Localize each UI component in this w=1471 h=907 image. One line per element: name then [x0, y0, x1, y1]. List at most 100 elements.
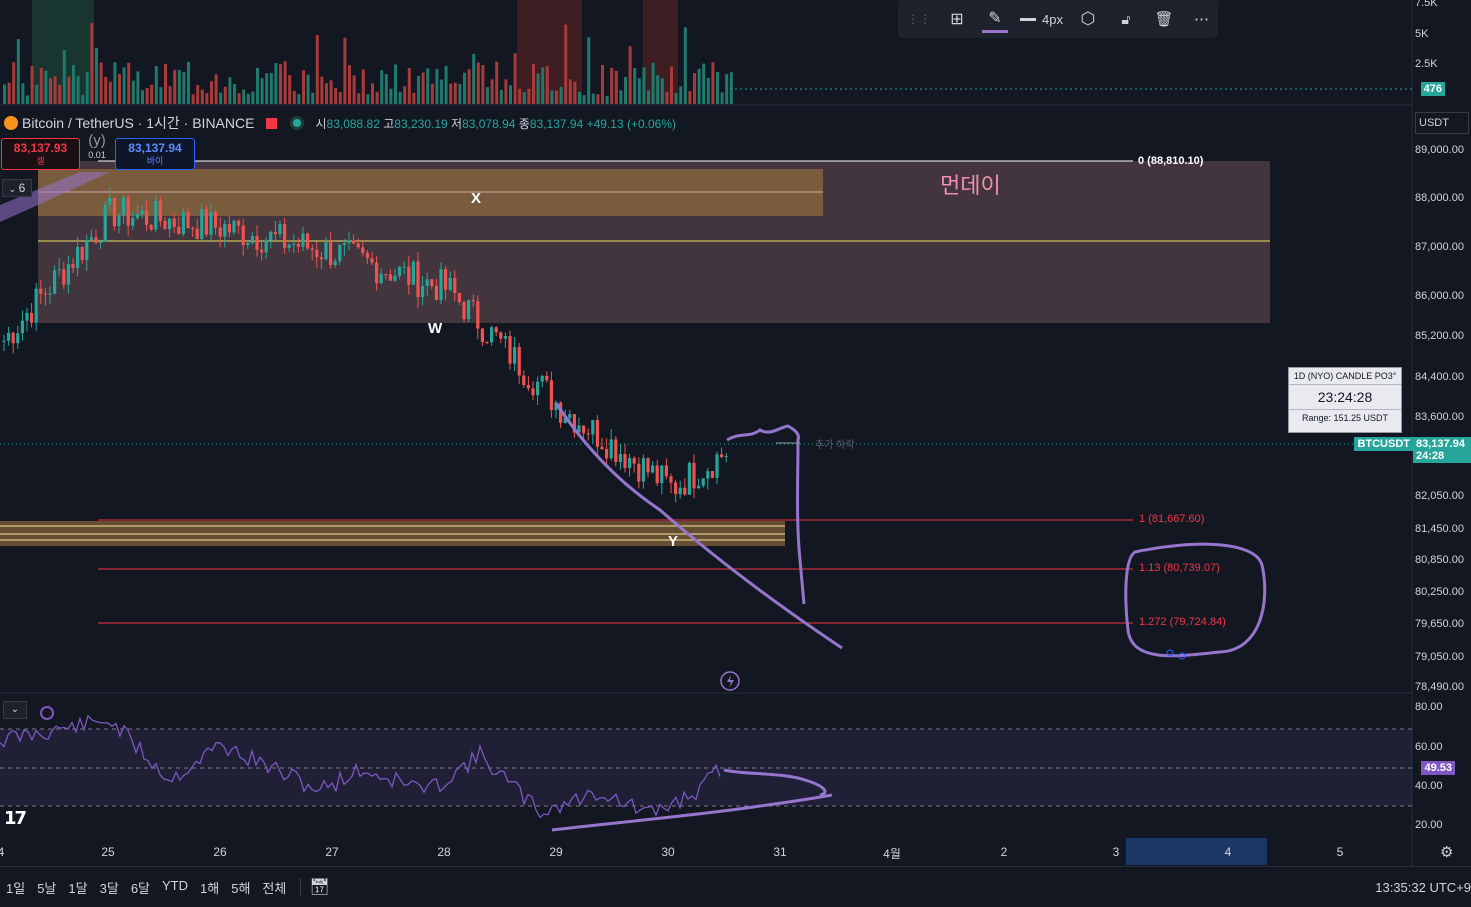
- candle-body: [80, 246, 84, 260]
- candle-body: [66, 264, 70, 285]
- candle-body: [264, 240, 268, 253]
- candle-body: [62, 269, 66, 285]
- spread-label: (y): [88, 132, 106, 149]
- candle-body: [227, 224, 231, 233]
- settings-hex-icon[interactable]: ⬡: [1080, 9, 1096, 28]
- candle-body: [586, 433, 590, 435]
- volume-bar: [555, 90, 558, 104]
- volume-bar: [582, 95, 586, 104]
- timeframe-button[interactable]: 5날: [37, 880, 57, 896]
- volume-bar: [637, 78, 641, 104]
- clock-label[interactable]: 13:35:32 UTC+9: [1375, 879, 1471, 895]
- line-style-icon: [1020, 17, 1036, 21]
- volume-bar: [274, 63, 278, 104]
- candle-body: [499, 332, 503, 339]
- flag-icon[interactable]: [266, 117, 278, 129]
- volume-bar: [380, 70, 384, 104]
- volume-bar: [49, 78, 52, 104]
- volume-bar: [499, 89, 503, 104]
- volume-bars: [3, 23, 733, 104]
- volume-bar: [697, 68, 701, 104]
- candle-body: [191, 228, 195, 230]
- volume-bar: [518, 88, 522, 104]
- candle-body: [508, 335, 512, 364]
- candle-body: [53, 270, 57, 294]
- candle-body: [370, 258, 374, 263]
- axis-settings-gear-icon[interactable]: ⚙: [1440, 844, 1454, 861]
- add-object-icon[interactable]: ⊞: [950, 11, 964, 28]
- currency-selector[interactable]: USDT: [1415, 112, 1469, 134]
- volume-bar: [642, 67, 646, 104]
- volume-bar: [256, 67, 259, 104]
- volume-bar: [191, 94, 195, 104]
- candle-body: [232, 220, 236, 233]
- price-axis-label: 84,400.00: [1415, 371, 1464, 383]
- tradingview-logo-icon[interactable]: 𝟭𝟳: [4, 808, 27, 828]
- price-axis-label: 79,050.00: [1415, 651, 1464, 663]
- candle-body: [39, 288, 43, 294]
- candle-body: [453, 277, 457, 293]
- sell-button[interactable]: 83,137.93 셀: [1, 138, 80, 170]
- candle-body: [361, 247, 365, 253]
- timeframe-button[interactable]: 1해: [200, 880, 220, 896]
- timeframe-button[interactable]: 6달: [130, 880, 151, 896]
- volume-bar: [39, 67, 43, 104]
- symbol-legend[interactable]: Bitcoin / TetherUS · 1시간 · BINANCE 시83,0…: [0, 113, 676, 133]
- candle-body: [172, 218, 176, 227]
- volume-bar: [716, 71, 719, 104]
- trash-icon[interactable]: 🗑︎: [1154, 11, 1174, 28]
- volume-bar: [430, 83, 434, 104]
- time-axis-label: 27: [325, 845, 339, 859]
- volume-bar: [242, 89, 246, 104]
- timeframe-button[interactable]: 전체: [262, 880, 287, 896]
- buy-button[interactable]: 83,137.94 바이: [115, 138, 195, 170]
- timeframe-button[interactable]: 1달: [68, 880, 88, 896]
- volume-bar: [711, 62, 715, 104]
- pencil-icon[interactable]: ✎: [982, 5, 1008, 33]
- candle-body: [292, 243, 296, 245]
- more-icon[interactable]: ⋯: [1193, 11, 1210, 28]
- timeframe-button[interactable]: 5해: [231, 880, 251, 896]
- volume-bar: [246, 93, 250, 104]
- volume-bar: [729, 72, 733, 104]
- volume-bar: [214, 74, 218, 104]
- candle-body: [388, 274, 392, 281]
- candle-body: [724, 456, 728, 458]
- candle-body: [324, 242, 328, 260]
- candle-body: [154, 200, 158, 230]
- rsi-indicator-icon[interactable]: [40, 706, 54, 720]
- candle-body: [117, 215, 121, 227]
- timeframe-button[interactable]: 3달: [99, 880, 119, 896]
- fib-level-1-272: 1.272 (79,724.84): [1139, 616, 1226, 628]
- lock-icon[interactable]: 🔓︎: [1121, 10, 1131, 27]
- candle-body: [163, 220, 167, 230]
- indicator-collapse-button[interactable]: ⌄ 6: [2, 179, 32, 197]
- candle-body: [140, 210, 144, 214]
- candle-body: [209, 212, 213, 235]
- timeframe-button[interactable]: YTD: [162, 877, 189, 893]
- candle-body: [434, 285, 438, 300]
- widget-time: 23:24:28: [1289, 385, 1401, 410]
- volume-bar: [265, 73, 269, 104]
- candle-body: [48, 293, 52, 295]
- candle-timer-widget[interactable]: 1D (NYO) CANDLE PO3° 23:24:28 Range: 151…: [1288, 367, 1402, 433]
- alert-lightning-icon[interactable]: [720, 671, 740, 691]
- candle-body: [319, 257, 323, 260]
- rsi-collapse-button[interactable]: ⌄: [3, 701, 27, 719]
- line-width-button[interactable]: 4px: [1020, 5, 1063, 33]
- price-axis-label: 80,250.00: [1415, 586, 1464, 598]
- candle-body: [149, 224, 153, 230]
- drag-handle-icon[interactable]: ⋮⋮: [907, 12, 931, 26]
- timeframe-button[interactable]: 1일: [6, 880, 26, 896]
- candle-body: [407, 266, 411, 285]
- volume-bar: [591, 93, 595, 104]
- candle-body: [402, 266, 406, 268]
- volume-bar: [288, 75, 292, 104]
- volume-bar: [315, 34, 319, 104]
- wave-label-w: W: [428, 320, 443, 337]
- rsi-axis-label: 40.00: [1415, 780, 1443, 792]
- volume-bar: [651, 62, 655, 104]
- date-range-calendar-icon[interactable]: 📅︎: [309, 879, 330, 896]
- price-axis-label: 85,200.00: [1415, 330, 1464, 342]
